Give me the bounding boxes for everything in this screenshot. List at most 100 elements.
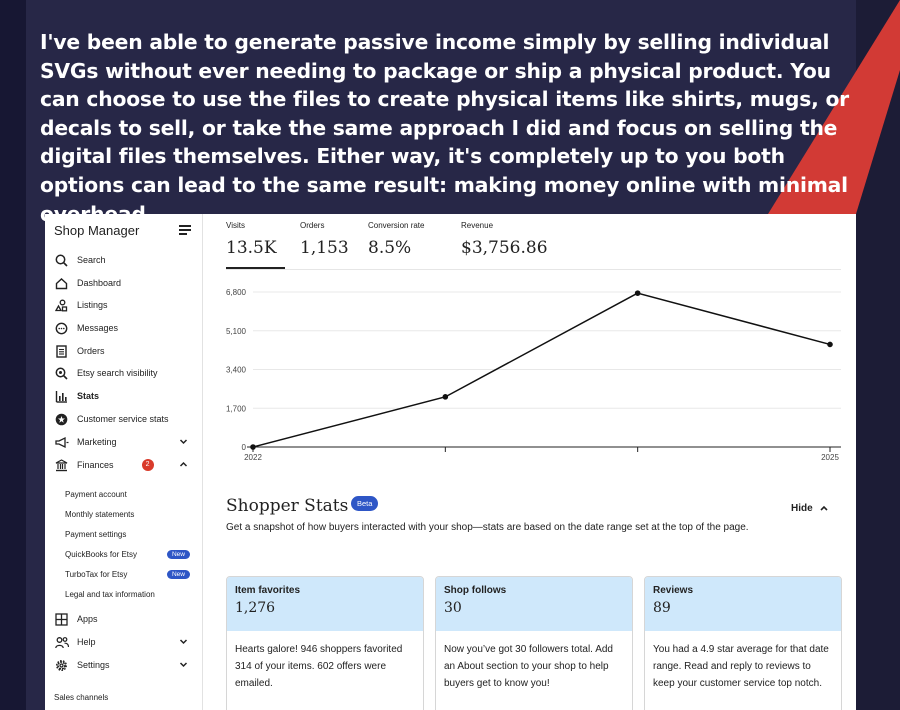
chevron-up-icon xyxy=(820,505,828,511)
sidebar-item-settings[interactable]: Settings xyxy=(54,656,194,674)
search-icon xyxy=(54,253,69,268)
sidebar-item-apps[interactable]: Apps xyxy=(54,610,194,628)
sidebar-item-label: Finances xyxy=(77,460,114,470)
people-icon xyxy=(54,635,69,650)
sidebar-item-search-visibility[interactable]: Etsy search visibility xyxy=(54,364,194,382)
headline-text: I've been able to generate passive incom… xyxy=(40,30,849,226)
data-point[interactable] xyxy=(442,394,449,400)
menu-icon[interactable] xyxy=(179,225,191,235)
beta-badge: Beta xyxy=(351,496,379,511)
stat-card-header: Reviews 89 xyxy=(645,577,841,631)
sidebar-subitem-label: Legal and tax information xyxy=(65,589,155,599)
sidebar-subitem-payment-settings[interactable]: Payment settings xyxy=(65,527,190,541)
shopper-stats-description: Get a snapshot of how buyers interacted … xyxy=(226,522,749,533)
metric-value: 8.5% xyxy=(368,238,412,258)
sidebar-item-label: Listings xyxy=(77,300,108,310)
sidebar-item-customer-service-stats[interactable]: Customer service stats xyxy=(54,410,194,428)
sidebar-subitem-turbotax[interactable]: TurboTax for Etsy New xyxy=(65,567,190,581)
star-badge-icon xyxy=(54,412,69,427)
data-point[interactable] xyxy=(634,290,641,296)
x-tick-label: 2025 xyxy=(821,453,839,462)
tab-divider xyxy=(226,269,841,270)
stat-card-header: Item favorites 1,276 xyxy=(227,577,423,631)
sidebar-subitem-label: TurboTax for Etsy xyxy=(65,569,128,579)
sidebar-item-label: Orders xyxy=(77,346,105,356)
stats-line-chart: 0 1,700 3,400 5,100 6,800 2022 2025 xyxy=(226,288,841,462)
sales-channels-heading: Sales channels xyxy=(54,693,109,702)
sidebar-item-stats[interactable]: Stats xyxy=(54,387,194,405)
metric-label: Visits xyxy=(226,221,245,230)
sidebar-item-label: Search xyxy=(77,255,106,265)
x-tick-label: 2022 xyxy=(244,453,262,462)
sidebar-item-label: Settings xyxy=(77,660,110,670)
sidebar-subitem-label: Payment account xyxy=(65,489,127,499)
sidebar-item-label: Apps xyxy=(77,614,98,624)
chat-icon xyxy=(54,321,69,336)
chevron-down-icon xyxy=(179,439,188,445)
home-icon xyxy=(54,276,69,291)
bank-icon xyxy=(54,458,69,473)
y-tick-label: 3,400 xyxy=(226,366,247,375)
sidebar: Shop Manager Search Dashboard Listings M… xyxy=(45,214,203,710)
sidebar-item-marketing[interactable]: Marketing xyxy=(54,433,194,451)
chevron-down-icon xyxy=(179,662,188,668)
stat-card-item-favorites[interactable]: Item favorites 1,276 Hearts galore! 946 … xyxy=(226,576,424,710)
stat-card-value: 1,276 xyxy=(235,600,276,616)
shopper-stats-title: Shopper Stats xyxy=(226,496,349,516)
sidebar-item-help[interactable]: Help xyxy=(54,633,194,651)
sidebar-item-orders[interactable]: Orders xyxy=(54,342,194,360)
sidebar-subitem-quickbooks[interactable]: QuickBooks for Etsy New xyxy=(65,547,190,561)
metric-label: Conversion rate xyxy=(368,221,425,230)
new-badge: New xyxy=(166,549,190,559)
hide-button[interactable]: Hide xyxy=(791,503,829,514)
data-point[interactable] xyxy=(250,444,256,450)
search-gear-icon xyxy=(54,366,69,381)
y-tick-label: 5,100 xyxy=(226,327,247,336)
metric-value: 13.5K xyxy=(226,238,277,258)
sidebar-title: Shop Manager xyxy=(54,223,140,238)
sidebar-item-finances[interactable]: Finances 2 xyxy=(54,456,194,474)
notification-badge: 2 xyxy=(141,459,154,471)
main-content: Visits 13.5K Orders 1,153 Conversion rat… xyxy=(204,214,856,710)
shapes-icon xyxy=(54,298,69,313)
sidebar-item-listings[interactable]: Listings xyxy=(54,296,194,314)
sidebar-item-label: Marketing xyxy=(77,437,117,447)
stat-card-header: Shop follows 30 xyxy=(436,577,632,631)
y-tick-label: 6,800 xyxy=(226,288,247,297)
stat-card-value: 30 xyxy=(444,600,462,616)
metric-value: 1,153 xyxy=(300,238,349,258)
sidebar-subitem-label: QuickBooks for Etsy xyxy=(65,549,138,559)
metric-label: Revenue xyxy=(461,221,494,230)
metric-value: $3,756.86 xyxy=(461,238,548,258)
stat-card-label: Reviews xyxy=(653,585,694,596)
sidebar-subitem-label: Payment settings xyxy=(65,529,127,539)
stat-card-reviews[interactable]: Reviews 89 You had a 4.9 star average fo… xyxy=(644,576,842,710)
document-icon xyxy=(54,344,69,359)
sidebar-subitem-legal-tax[interactable]: Legal and tax information xyxy=(65,587,190,601)
sidebar-item-dashboard[interactable]: Dashboard xyxy=(54,274,194,292)
stat-card-text: You had a 4.9 star average for that date… xyxy=(653,644,829,689)
series-line xyxy=(252,292,831,448)
active-tab-indicator xyxy=(226,267,285,269)
stat-card-label: Shop follows xyxy=(444,585,507,596)
sidebar-subitem-monthly-statements[interactable]: Monthly statements xyxy=(65,507,190,521)
sidebar-subitem-payment-account[interactable]: Payment account xyxy=(65,487,190,501)
stat-card-shop-follows[interactable]: Shop follows 30 Now you’ve got 30 follow… xyxy=(435,576,633,710)
megaphone-icon xyxy=(54,435,69,450)
sidebar-item-label: Customer service stats xyxy=(77,414,169,424)
stat-card-text: Hearts galore! 946 shoppers favorited 31… xyxy=(235,644,403,689)
sidebar-subitem-label: Monthly statements xyxy=(65,509,135,519)
grid-icon xyxy=(54,612,69,627)
hide-button-label: Hide xyxy=(791,503,813,514)
sidebar-item-search[interactable]: Search xyxy=(54,251,194,269)
data-point[interactable] xyxy=(827,341,833,348)
new-badge: New xyxy=(166,569,190,579)
etsy-screenshot: Shop Manager Search Dashboard Listings M… xyxy=(45,214,856,710)
sidebar-item-label: Help xyxy=(77,637,96,647)
sidebar-item-label: Stats xyxy=(77,391,100,401)
stat-card-text: Now you’ve got 30 followers total. Add a… xyxy=(444,644,613,689)
sidebar-item-label: Etsy search visibility xyxy=(77,368,158,378)
sidebar-item-messages[interactable]: Messages xyxy=(54,319,194,337)
chevron-down-icon xyxy=(179,639,188,645)
stat-card-value: 89 xyxy=(653,600,671,616)
